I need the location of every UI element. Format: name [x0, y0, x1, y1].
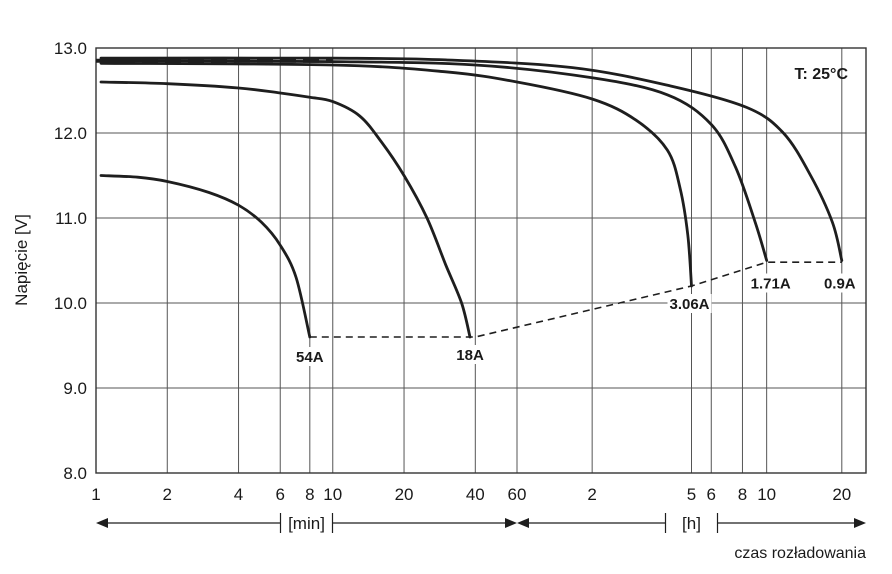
arrow-head-left-icon [96, 518, 108, 528]
discharge-curve-3.06A [99, 61, 693, 288]
curve-label-bg [817, 273, 862, 293]
y-tick-label: 8.0 [63, 464, 87, 483]
curve-label-3.06A: 3.06A [669, 296, 709, 313]
y-tick-label: 9.0 [63, 379, 87, 398]
y-tick-labels: 8.0 9.0 10.0 11.0 12.0 13.0 [54, 39, 87, 483]
curve-labels: 54A 18A 3.06A 1.71A 0.9A [287, 273, 862, 366]
plot-frame [95, 47, 867, 474]
y-tick-label: 11.0 [55, 209, 87, 228]
unit-label: [h] [682, 514, 701, 533]
arrow-head-right-icon [854, 518, 866, 528]
y-tick-label: 12.0 [54, 124, 87, 143]
x-tick-label: 8 [305, 485, 314, 504]
curve-label-bg [448, 345, 493, 364]
x-tick-label: 5 [687, 485, 696, 504]
arrow-head-left-icon [517, 518, 529, 528]
curve-label-bg [667, 294, 712, 313]
x-tick-label: 6 [276, 485, 285, 504]
discharge-curve-18A [99, 80, 472, 339]
x-tick-label: 20 [395, 485, 414, 504]
curve-label-54A: 54A [296, 349, 324, 366]
grid-lines [95, 47, 867, 474]
curve-label-18A: 18A [456, 347, 484, 364]
x-tick-label: 8 [738, 485, 747, 504]
x-tick-label: 10 [757, 485, 776, 504]
curve-label-bg [748, 273, 793, 293]
x-tick-label: 4 [234, 485, 243, 504]
x-tick-label: 2 [587, 485, 596, 504]
temperature-note: T: 25°C [794, 66, 848, 83]
y-tick-label: 13.0 [54, 39, 87, 58]
curve-label-bg [287, 347, 332, 366]
unit-arrows: [min] [h] [96, 513, 866, 533]
discharge-curve-1.71A [99, 59, 769, 262]
x-tick-label: 60 [508, 485, 527, 504]
unit-label: [min] [288, 514, 325, 533]
cutoff-voltage-line [309, 261, 842, 338]
y-tick-label: 10.0 [54, 294, 87, 313]
x-tick-label: 10 [323, 485, 342, 504]
x-tick-label: 40 [466, 485, 485, 504]
x-tick-label: 2 [163, 485, 172, 504]
curve-label-0.9A: 0.9A [824, 276, 856, 293]
discharge-curves [96, 56, 844, 339]
x-axis-label: czas rozładowania [734, 545, 866, 562]
curve-label-1.71A: 1.71A [751, 276, 791, 293]
x-tick-labels: 1 2 4 6 8 10 20 40 60 2 5 6 8 10 20 [91, 485, 851, 504]
arrow-head-right-icon [505, 518, 517, 528]
discharge-curve-54A [99, 174, 312, 339]
discharge-curve-0.9A [99, 56, 844, 262]
y-axis-label: Napięcie [V] [12, 214, 31, 306]
x-tick-label: 1 [91, 485, 100, 504]
x-tick-label: 20 [832, 485, 851, 504]
x-tick-label: 6 [707, 485, 716, 504]
